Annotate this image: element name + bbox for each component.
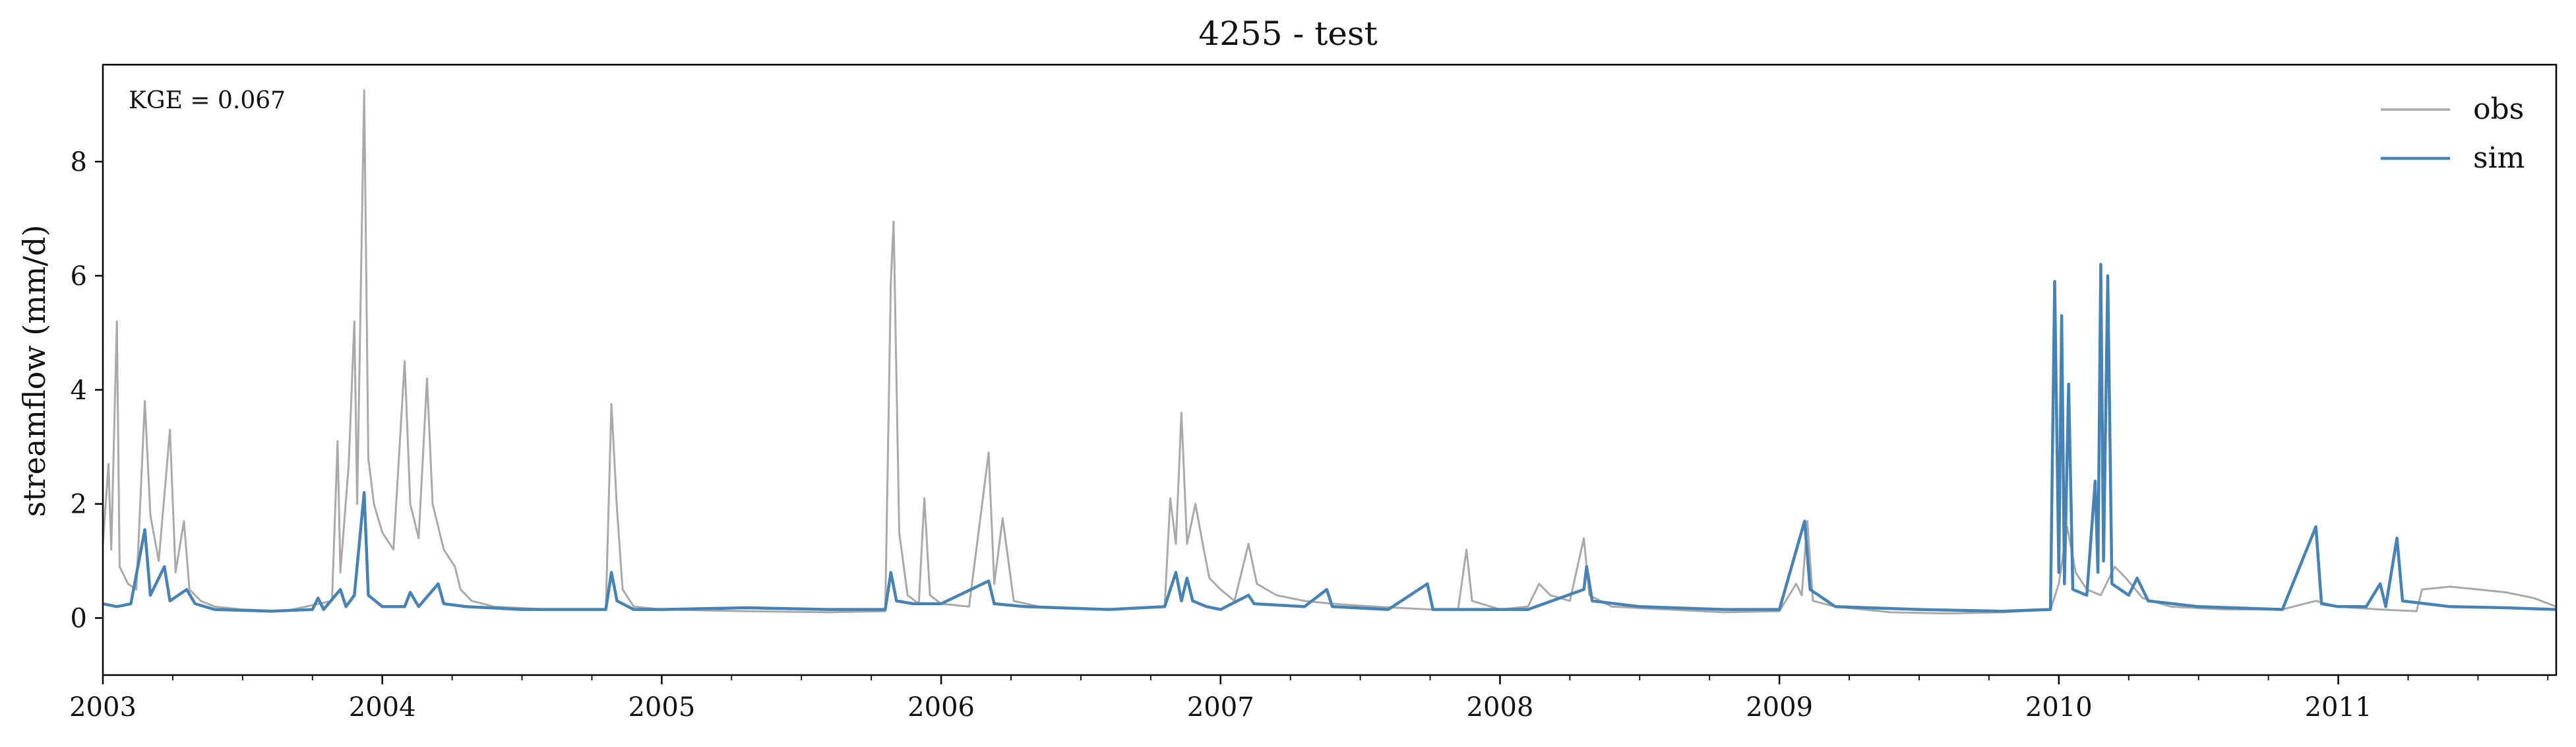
x-tick-label: 2011 [2305, 692, 2372, 723]
y-axis-label: streamflow (mm/d) [16, 225, 52, 517]
y-tick-label: 4 [71, 375, 87, 406]
x-tick-label: 2003 [69, 692, 137, 723]
series-layer [102, 89, 2557, 615]
series-line-sim [102, 263, 2557, 613]
y-axis-ticks: 0 2 4 6 8 [71, 147, 103, 634]
x-tick-label: 2004 [349, 692, 416, 723]
x-tick-label: 2006 [907, 692, 975, 723]
legend: obs sim [2381, 92, 2525, 175]
y-tick-label: 0 [71, 604, 87, 634]
y-tick-label: 6 [71, 261, 87, 292]
plot-area-frame [102, 63, 2558, 676]
y-tick-label: 8 [71, 147, 87, 178]
x-tick-label: 2009 [1746, 692, 1813, 723]
y-tick-label: 2 [71, 490, 87, 520]
chart-title: 4255 - test [1198, 15, 1377, 53]
x-axis-ticks: 2003 2004 2005 2006 2007 2008 2009 2010 2011 [69, 675, 2549, 723]
legend-obs-label: obs [2473, 92, 2524, 126]
legend-sim-label: sim [2473, 141, 2525, 175]
x-tick-label: 2008 [1467, 692, 1534, 723]
x-tick-label: 2007 [1187, 692, 1254, 723]
kge-annotation: KGE = 0.067 [129, 87, 286, 114]
x-tick-label: 2010 [2025, 692, 2093, 723]
x-tick-label: 2005 [628, 692, 695, 723]
